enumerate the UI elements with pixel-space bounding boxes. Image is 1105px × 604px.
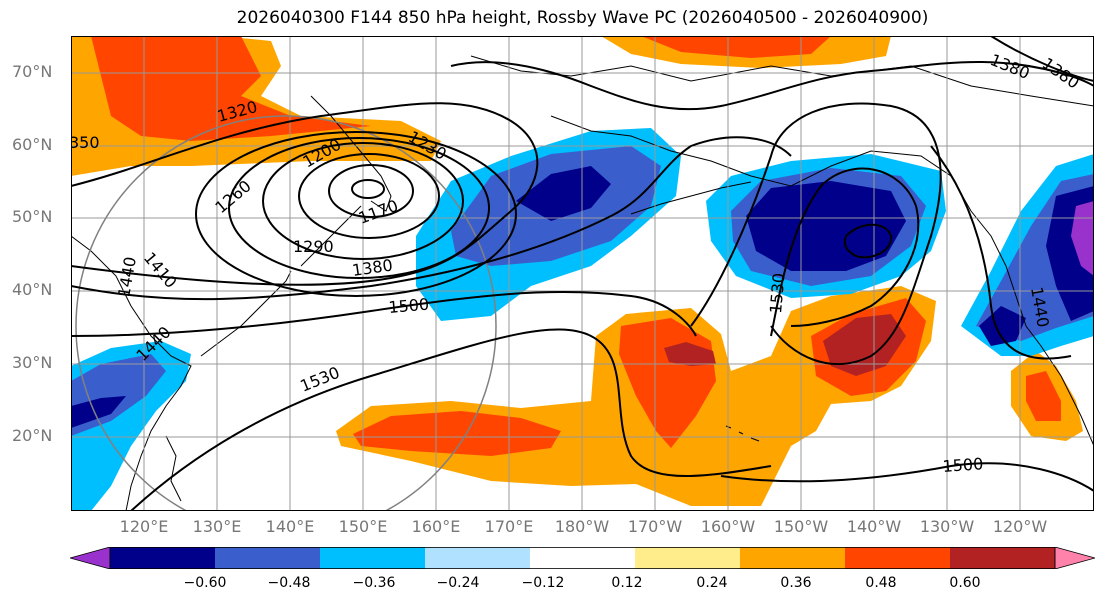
negative-anomaly-west-na-min bbox=[1071, 201, 1094, 276]
colorbar-segment bbox=[215, 547, 321, 569]
contour-label-350: 350 bbox=[71, 133, 100, 152]
colorbar-segment bbox=[530, 547, 636, 569]
lon-label-180w: 180°W bbox=[554, 517, 610, 536]
coastlines bbox=[71, 55, 1094, 511]
map-frame bbox=[71, 36, 1094, 511]
lon-label-120w: 120°W bbox=[992, 517, 1048, 536]
lon-label-150w: 150°W bbox=[773, 517, 829, 536]
contour-low-center-3 bbox=[298, 153, 440, 239]
lat-label-70n: 70°N bbox=[12, 62, 53, 81]
contour-1380 bbox=[71, 102, 539, 286]
lon-label-170e: 170°E bbox=[484, 517, 534, 536]
coastline-kamchatka bbox=[310, 95, 392, 212]
contour-north-1 bbox=[450, 61, 1094, 111]
negative-anomaly-west-na-core bbox=[979, 186, 1094, 346]
positive-anomaly-pacific-core bbox=[353, 298, 926, 456]
contour-trough-inner bbox=[770, 167, 920, 337]
contour-label-1500-east: 1500 bbox=[942, 454, 984, 476]
range-circle bbox=[75, 115, 497, 511]
coastline-arctic bbox=[470, 55, 1094, 107]
positive-anomaly-nw-core bbox=[91, 36, 371, 141]
contour-ridge-east bbox=[930, 145, 1072, 360]
colorbar-extend-high bbox=[1054, 547, 1095, 569]
lat-label-40n: 40°N bbox=[12, 280, 53, 299]
contour-low-center-4 bbox=[262, 142, 464, 260]
positive-anomaly-arctic-core bbox=[641, 36, 831, 58]
colorbar bbox=[70, 547, 1095, 569]
negative-anomaly-south-china-core bbox=[71, 396, 126, 428]
height-contours bbox=[71, 36, 1094, 511]
contour-label-1530-east: 1530 bbox=[766, 272, 788, 314]
colorbar-segment bbox=[740, 547, 846, 569]
colorbar-tick-label: 0.12 bbox=[611, 575, 643, 591]
lat-label-20n: 20°N bbox=[12, 426, 53, 445]
contour-1440 bbox=[71, 136, 792, 301]
lon-label-150e: 150°E bbox=[338, 517, 388, 536]
lon-label-140e: 140°E bbox=[265, 517, 315, 536]
lon-label-160w: 160°W bbox=[700, 517, 756, 536]
colorbar-segment bbox=[950, 547, 1056, 569]
colorbar-tick-label: −0.48 bbox=[267, 575, 311, 591]
colorbar-segment bbox=[110, 547, 216, 569]
colorbar-tick-label: 0.60 bbox=[949, 575, 981, 591]
lon-label-140w: 140°W bbox=[846, 517, 902, 536]
contour-low-gulf bbox=[843, 223, 893, 259]
map-title: 2026040300 F144 850 hPa height, Rossby W… bbox=[236, 8, 929, 28]
contour-1500-south bbox=[720, 462, 1094, 492]
coastline-japan bbox=[200, 270, 292, 357]
positive-anomaly-west-coast-core bbox=[1026, 371, 1061, 421]
lon-label-170w: 170°W bbox=[627, 517, 683, 536]
contour-low-center-2 bbox=[328, 164, 414, 218]
colorbar-inner-frame bbox=[109, 547, 1056, 569]
contour-north-2 bbox=[990, 36, 1094, 82]
lat-label-60n: 60°N bbox=[12, 135, 53, 154]
lat-label-30n: 30°N bbox=[12, 353, 53, 372]
colorbar-segment bbox=[845, 547, 951, 569]
coastline-aleutians bbox=[630, 181, 752, 215]
contour-label-1290: 1290 bbox=[293, 237, 334, 256]
coastline-philippines bbox=[165, 435, 182, 502]
colorbar-tick-label: 0.48 bbox=[865, 575, 897, 591]
anomaly-shading bbox=[71, 36, 1094, 511]
colorbar-segment bbox=[320, 547, 426, 569]
contour-low-center-5 bbox=[228, 137, 490, 279]
colorbar-tick-label: −0.24 bbox=[436, 575, 480, 591]
positive-anomaly-pacific-max bbox=[664, 314, 906, 376]
lon-label-130w: 130°W bbox=[919, 517, 975, 536]
colorbar-tick-label: −0.12 bbox=[521, 575, 565, 591]
colorbar-tick-label: −0.36 bbox=[352, 575, 396, 591]
contour-low-center-1 bbox=[351, 179, 385, 199]
contour-label-1500: 1500 bbox=[388, 295, 430, 317]
coastline-alaska bbox=[550, 115, 1094, 447]
negative-anomaly-gulf-alaska-core bbox=[746, 181, 906, 271]
colorbar-tick-label: 0.36 bbox=[780, 575, 812, 591]
lon-label-160e: 160°E bbox=[411, 517, 461, 536]
lon-label-120e: 120°E bbox=[119, 517, 169, 536]
colorbar-tick-label: 0.24 bbox=[696, 575, 728, 591]
map-panel: 1320 350 1200 1230 1260 1170 1290 1380 1… bbox=[71, 36, 1094, 511]
colorbar-segment bbox=[635, 547, 741, 569]
contour-low-center-6 bbox=[195, 131, 517, 297]
contour-1530 bbox=[130, 328, 772, 511]
negative-anomaly-west-pacific-core bbox=[516, 166, 611, 221]
colorbar-tick-label: −0.60 bbox=[183, 575, 227, 591]
coastline-east-asia bbox=[71, 235, 192, 511]
colorbar-extend-low bbox=[70, 547, 111, 569]
colorbar-segments bbox=[70, 547, 1095, 569]
contour-trough-gulf bbox=[690, 102, 942, 365]
colorbar-segment bbox=[425, 547, 531, 569]
lat-label-50n: 50°N bbox=[12, 207, 53, 226]
lon-label-130e: 130°E bbox=[192, 517, 242, 536]
contour-1500 bbox=[71, 290, 697, 337]
graticule bbox=[71, 36, 1094, 511]
coastline-kurils bbox=[300, 205, 362, 267]
